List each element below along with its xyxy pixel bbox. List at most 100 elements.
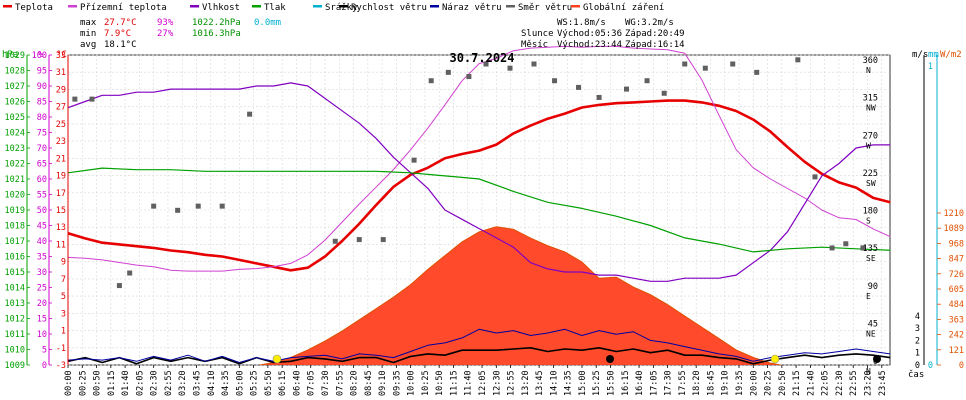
legend-swatch [571,5,580,8]
rain-tick-label: 0 [928,361,933,371]
temp-tick-label: 25 [56,120,66,130]
legend-swatch [3,5,12,8]
hpa-tick-label: 1026 [5,98,25,108]
temp-tick-label: 1 [61,327,66,337]
humidity-tick-label: 70 [37,144,47,154]
temp-tick-label: 29 [56,85,66,95]
x-tick-label: 16:40 [635,370,645,396]
direction-compass-label: SE [866,254,876,263]
legend-swatch [190,5,199,8]
series-smer-vetru-point [812,174,818,180]
x-tick-label: 13:45 [535,370,545,396]
radiation-tick-label: 121 [949,346,964,356]
hpa-tick-label: 1011 [5,330,25,340]
x-tick-label: 02:30 [150,370,160,396]
series-line-p-zemn-teplota [67,45,891,272]
direction-compass-label: N [866,367,871,376]
series-smer-vetru-point [730,61,736,67]
series-smer-vetru-point [754,69,760,75]
info-sun-label: Slunce [521,29,554,39]
temp-tick-label: 11 [56,240,66,250]
wind-tick-label: 0 [915,361,920,371]
temp-axis-unit: °C [56,50,67,60]
direction-compass-label: NW [866,104,876,113]
hpa-tick-label: 1027 [5,82,25,92]
stats-press-min: 1016.3hPa [192,29,241,39]
x-tick-label: 04:35 [221,370,231,396]
x-tick-label: 12:55 [507,370,517,396]
legend-label: Přízemní teplota [80,3,167,13]
legend-label: Rychlost větru [351,3,427,13]
wind-tick-label: 2 [915,336,920,346]
info-ws: WS:1.8m/s [557,18,606,28]
legend-label: Srážky [325,3,358,13]
hpa-tick-label: 1024 [5,129,25,139]
direction-tick-label: 135 [863,244,878,254]
series-globalni-zareni-line [259,226,781,366]
stats-hum-min: 27% [157,29,174,39]
hpa-tick-label: 1019 [5,206,25,216]
temp-tick-label: 13 [56,223,66,233]
hpa-tick-label: 1023 [5,144,25,154]
series-smer-vetru-point [624,86,630,92]
hpa-tick-label: 1010 [5,346,25,356]
series-smer-vetru-point [507,65,513,71]
x-tick-label: 09:35 [392,370,402,396]
x-tick-label: 02:05 [135,370,145,396]
humidity-tick-label: 40 [37,237,47,247]
x-tick-label: 07:55 [335,370,345,396]
x-tick-label: 00:50 [93,370,103,396]
direction-compass-label: NE [866,329,876,338]
humidity-tick-label: 20 [37,299,47,309]
x-tick-label: 04:10 [207,370,217,396]
x-tick-label: 11:15 [449,370,459,396]
legend-swatch [339,5,348,8]
series-smer-vetru-point [466,74,472,80]
x-tick-label: 14:10 [549,370,559,396]
x-tick-label: 01:15 [107,370,117,396]
radiation-tick-label: 968 [949,239,964,249]
radiation-tick-label: 0 [959,361,964,371]
series-smer-vetru-point [151,203,157,209]
x-tick-label: 18:20 [692,370,702,396]
stats-avg-label: avg [80,40,96,50]
x-tick-label: 17:05 [649,370,659,396]
chart-title: 30.7.2024 [449,51,514,65]
legend-swatch [430,5,439,8]
series-smer-vetru-point [175,207,181,213]
series-smer-vetru-point [428,78,434,84]
humidity-tick-label: 55 [37,191,47,201]
series-smer-vetru-point [72,96,78,102]
radiation-axis-unit: W/m2 [940,50,962,60]
hpa-tick-label: 1009 [5,361,25,371]
hpa-tick-label: 1012 [5,315,25,325]
x-tick-label: 22:30 [835,370,845,396]
radiation-tick-label: 1210 [944,209,964,219]
temp-tick-label: -1 [56,344,66,354]
series-smer-vetru-point [829,245,835,251]
rain-tick-label: 1 [928,62,933,72]
x-tick-label: 20:25 [764,370,774,396]
series-smer-vetru-point [219,203,225,209]
temp-tick-label: -3 [56,361,66,371]
x-tick-label: 23:20 [863,370,873,396]
x-tick-label: 13:20 [521,370,531,396]
stats-hum-max: 93% [157,18,174,28]
info-moon-rise: Východ:23:44 [557,40,622,50]
humidity-tick-label: 10 [37,330,47,340]
radiation-tick-label: 484 [949,300,964,310]
legend-swatch [506,5,515,8]
humidity-tick-label: 90 [37,82,47,92]
radiation-tick-label: 605 [949,285,964,295]
x-tick-label: 03:45 [192,370,202,396]
legend-swatch [313,5,322,8]
humidity-tick-label: 60 [37,175,47,185]
x-tick-label: 12:05 [478,370,488,396]
series-line-n-raz-v-tru [67,328,891,363]
humidity-tick-label: 25 [37,284,47,294]
x-tick-label: 21:40 [806,370,816,396]
series-line-tlak [67,167,891,253]
x-tick-label: 20:50 [778,370,788,396]
info-sun-rise: Východ:05:36 [557,29,622,39]
hpa-tick-label: 1021 [5,175,25,185]
